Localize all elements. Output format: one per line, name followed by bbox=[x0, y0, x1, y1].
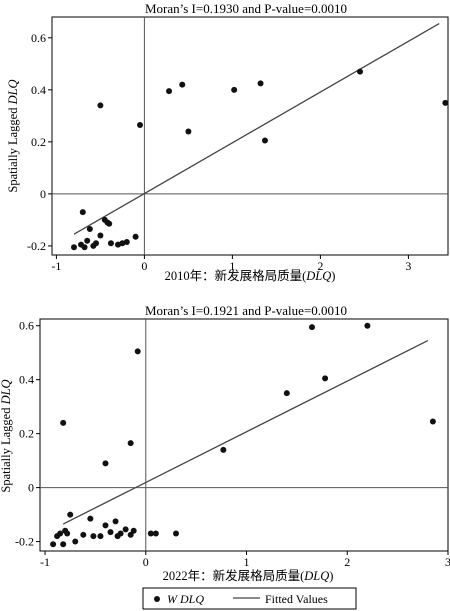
x-axis-label: 2010年：新发展格局质量(DLQ) bbox=[165, 268, 336, 283]
data-point bbox=[185, 128, 192, 135]
chart-2022: Moran’s I=0.1921 and P-value=0.0010 -1 0 1… bbox=[0, 303, 450, 583]
data-point bbox=[147, 530, 154, 537]
data-point bbox=[429, 418, 436, 425]
data-point bbox=[134, 348, 141, 355]
data-point bbox=[97, 102, 104, 109]
data-point bbox=[357, 68, 363, 75]
fitted-line bbox=[62, 340, 429, 525]
plot-frame bbox=[51, 16, 449, 256]
data-point bbox=[72, 538, 79, 545]
data-point bbox=[220, 446, 227, 453]
x-tick-label: 3 bbox=[445, 555, 450, 569]
x-tick-label: 2 bbox=[344, 555, 350, 569]
data-point bbox=[90, 533, 97, 540]
data-point bbox=[102, 460, 109, 467]
data-point bbox=[86, 225, 93, 232]
x-tick-label: 0 bbox=[141, 259, 147, 273]
data-point bbox=[112, 518, 119, 525]
data-point bbox=[130, 527, 137, 534]
data-point bbox=[107, 240, 114, 247]
plot-frame bbox=[39, 318, 449, 552]
fitted-line bbox=[73, 22, 440, 235]
data-point bbox=[137, 121, 143, 128]
data-point bbox=[322, 375, 329, 382]
data-point bbox=[67, 511, 74, 518]
data-point bbox=[364, 322, 371, 329]
legend-label-fitted: Fitted Values bbox=[265, 592, 328, 606]
x-tick-label: 3 bbox=[405, 259, 411, 273]
x-tick-label: 2 bbox=[317, 259, 323, 273]
y-tick-label: 0.2 bbox=[31, 135, 46, 149]
y-tick-label: 0.2 bbox=[19, 427, 34, 441]
data-point bbox=[80, 531, 87, 538]
data-point bbox=[132, 233, 139, 240]
x-tick-label: -1 bbox=[40, 555, 50, 569]
data-point bbox=[64, 530, 71, 537]
y-tick-label: 0.6 bbox=[19, 319, 34, 333]
data-point bbox=[442, 99, 449, 106]
data-point bbox=[60, 541, 67, 548]
data-point bbox=[97, 232, 104, 239]
data-point bbox=[97, 533, 104, 540]
legend-marker-point bbox=[154, 596, 160, 602]
y-axis-label: Spatially Lagged DLQ bbox=[0, 379, 13, 492]
x-tick-label: -1 bbox=[51, 259, 61, 273]
data-point bbox=[122, 526, 129, 533]
y-tick-label: 0.6 bbox=[31, 31, 46, 45]
data-point bbox=[71, 244, 77, 251]
data-point bbox=[257, 80, 264, 87]
data-point bbox=[261, 137, 268, 144]
chart-title: Moran’s I=0.1921 and P-value=0.0010 bbox=[145, 303, 347, 318]
y-tick-label: -0.2 bbox=[27, 239, 46, 253]
y-tick-label: 0 bbox=[40, 187, 46, 201]
data-point bbox=[117, 530, 124, 537]
data-point bbox=[231, 86, 238, 93]
data-point bbox=[93, 240, 99, 247]
x-tick-label: 1 bbox=[229, 259, 235, 273]
data-point bbox=[87, 515, 94, 522]
chart-2010: Moran’s I=0.1930 and P-value=0.0010 -1 0 1… bbox=[6, 1, 449, 283]
data-point bbox=[283, 390, 290, 397]
data-point bbox=[152, 530, 159, 537]
data-point bbox=[57, 530, 64, 537]
data-point bbox=[127, 440, 134, 447]
data-point bbox=[79, 209, 86, 216]
legend: W DLQ Fitted Values bbox=[142, 587, 357, 610]
data-point bbox=[166, 88, 173, 95]
data-point bbox=[309, 324, 315, 331]
data-point bbox=[60, 419, 67, 426]
y-axis-label: Spatially Lagged DLQ bbox=[6, 79, 20, 192]
x-tick-label: 0 bbox=[143, 555, 149, 569]
y-tick-label: 0.4 bbox=[19, 373, 34, 387]
data-point bbox=[179, 81, 186, 88]
data-point bbox=[123, 238, 130, 245]
y-tick-label: -0.2 bbox=[15, 535, 34, 549]
data-point bbox=[102, 522, 109, 529]
data-point bbox=[106, 220, 113, 227]
x-axis-label: 2022年：新发展格局质量(DLQ) bbox=[163, 568, 334, 583]
data-point bbox=[84, 237, 91, 244]
y-tick-label: 0 bbox=[28, 481, 34, 495]
data-point bbox=[107, 529, 114, 536]
x-tick-label: 1 bbox=[244, 555, 250, 569]
data-point bbox=[173, 530, 179, 537]
y-tick-label: 0.4 bbox=[31, 83, 46, 97]
data-point bbox=[81, 244, 88, 251]
legend-label-points: W DLQ bbox=[167, 592, 204, 606]
data-point bbox=[50, 541, 57, 548]
chart-title: Moran’s I=0.1930 and P-value=0.0010 bbox=[145, 1, 347, 16]
